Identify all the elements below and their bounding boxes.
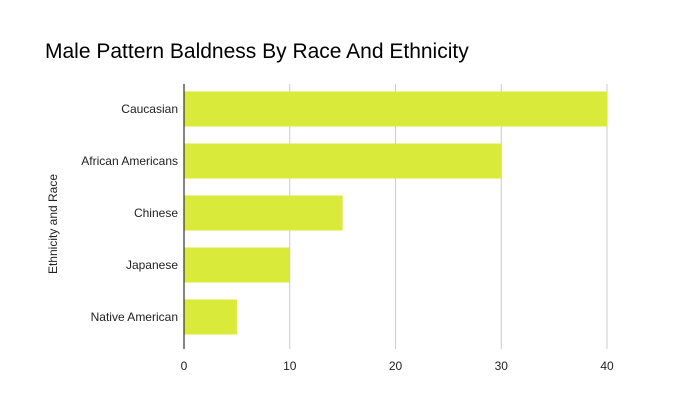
category-label-japanese: Japanese <box>126 258 178 272</box>
category-label-chinese: Chinese <box>134 206 178 220</box>
x-tick-label-30: 30 <box>495 359 509 373</box>
bar-native-american <box>184 299 237 335</box>
chart-title: Male Pattern Baldness By Race And Ethnic… <box>45 40 469 63</box>
x-tick-labels: 0 10 20 30 40 <box>181 359 614 373</box>
bar-caucasian <box>184 91 607 127</box>
y-axis-title: Ethnicity and Race <box>46 174 60 274</box>
x-tick-label-40: 40 <box>600 359 614 373</box>
category-label-caucasian: Caucasian <box>121 102 178 116</box>
category-labels: Caucasian African Americans Chinese Japanes… <box>81 102 178 324</box>
bar-african-americans <box>184 143 502 179</box>
category-label-african-americans: African Americans <box>81 154 178 168</box>
bars <box>184 91 607 335</box>
bar-japanese <box>184 247 290 283</box>
x-tick-label-0: 0 <box>181 359 188 373</box>
x-tick-label-20: 20 <box>389 359 403 373</box>
x-tick-label-10: 10 <box>283 359 297 373</box>
category-label-native-american: Native American <box>91 310 178 324</box>
bar-chinese <box>184 195 343 231</box>
